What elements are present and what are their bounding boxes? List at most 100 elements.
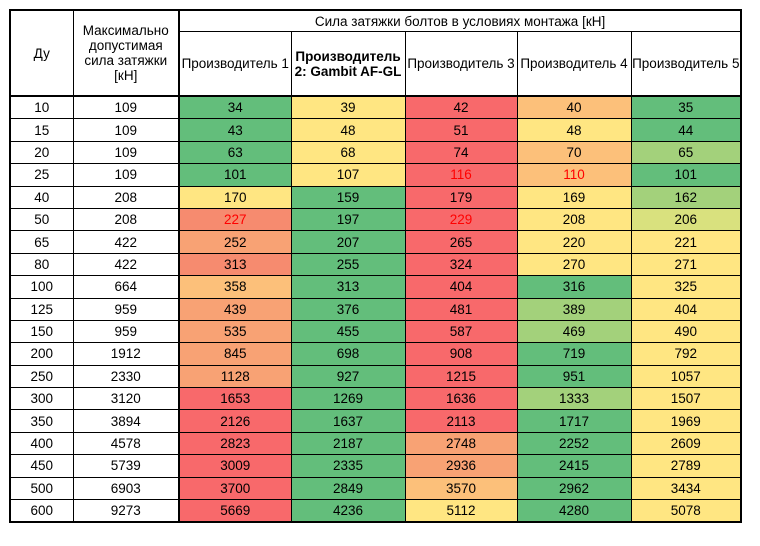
manufacturer-2-value-cell: 1269: [290, 387, 406, 411]
max-force-cell: 208: [72, 185, 180, 209]
manufacturer-4-value-cell: 1333: [516, 387, 632, 411]
manufacturer-5-value-cell: 206: [630, 207, 742, 232]
dn-cell: 50: [9, 207, 74, 232]
table-row: 400 4578 2823 2187 2748 2252 2609: [9, 431, 742, 456]
manufacturer-2-value-cell: 2335: [290, 454, 406, 478]
manufacturer-5-value-cell: 271: [630, 252, 742, 277]
table-row: 300 3120 1653 1269 1636 1333 1507: [9, 387, 742, 411]
table-row: 500 6903 3700 2849 3570 2962 3434: [9, 476, 742, 501]
dn-header: Ду: [9, 9, 74, 97]
manufacturer-3-value-cell: 481: [404, 297, 518, 321]
manufacturer-3-value-cell: 1215: [404, 364, 518, 389]
max-force-cell: 3894: [72, 409, 180, 433]
max-force-cell: 3120: [72, 387, 180, 411]
manufacturer-3-value-cell: 2936: [404, 454, 518, 478]
manufacturer-4-value-cell: 220: [516, 230, 632, 254]
dn-cell: 20: [9, 140, 74, 165]
manufacturer-4-value-cell: 2415: [516, 454, 632, 478]
dn-cell: 10: [9, 95, 74, 120]
manufacturer-5-value-cell: 35: [630, 95, 742, 120]
manufacturer-4-value-cell: 469: [516, 319, 632, 344]
dn-cell: 25: [9, 163, 74, 187]
manufacturer-2-value-cell: 2849: [290, 476, 406, 501]
manufacturer-2-value-cell: 159: [290, 185, 406, 209]
manufacturer-5-value-cell: 65: [630, 140, 742, 165]
manufacturer-5-value-cell: 2789: [630, 454, 742, 478]
dn-cell: 15: [9, 118, 74, 142]
manufacturer-4-value-cell: 2962: [516, 476, 632, 501]
manufacturer-1-value-cell: 3700: [178, 476, 292, 501]
manufacturer-4-value-cell: 951: [516, 364, 632, 389]
dn-cell: 200: [9, 342, 74, 366]
manufacturer-3-value-cell: 3570: [404, 476, 518, 501]
manufacturer-3-value-cell: 1636: [404, 387, 518, 411]
table-body: 10 109 34 39 42 40 35 15 109 43 48 51 48 44 20 109 63 68 7…: [9, 95, 742, 523]
max-force-cell: 1912: [72, 342, 180, 366]
manufacturer-3-value-cell: 5112: [404, 499, 518, 523]
table-row: 40 208 170 159 179 169 162: [9, 185, 742, 209]
manufacturer-3-value-cell: 324: [404, 252, 518, 277]
manufacturer-1-value-cell: 252: [178, 230, 292, 254]
manufacturer-2-value-cell: 455: [290, 319, 406, 344]
manufacturer-2-value-cell: 197: [290, 207, 406, 232]
manufacturer-2-value-cell: 927: [290, 364, 406, 389]
manufacturer-1-value-cell: 358: [178, 275, 292, 299]
max-force-cell: 208: [72, 207, 180, 232]
manufacturer-2-value-cell: 68: [290, 140, 406, 165]
manufacturer-2-value-cell: 255: [290, 252, 406, 277]
manufacturer-1-value-cell: 2823: [178, 431, 292, 456]
manufacturer-3-value-cell: 587: [404, 319, 518, 344]
bolt-tightening-force-table: Ду Максимально допустимая сила затяжки […: [9, 9, 743, 524]
manufacturer-5-value-cell: 2609: [630, 431, 742, 456]
manufacturer-1-value-cell: 43: [178, 118, 292, 142]
manufacturer-5-value-cell: 490: [630, 319, 742, 344]
manufacturer-5-value-cell: 5078: [630, 499, 742, 523]
table-row: 450 5739 3009 2335 2936 2415 2789: [9, 454, 742, 478]
manufacturer-1-value-cell: 1653: [178, 387, 292, 411]
max-force-header: Максимально допустимая сила затяжки [кН]: [72, 9, 180, 97]
max-force-cell: 959: [72, 297, 180, 321]
manufacturer-3-value-cell: 51: [404, 118, 518, 142]
manufacturer-4-value-cell: 719: [516, 342, 632, 366]
manufacturer-2-value-cell: 39: [290, 95, 406, 120]
manufacturer-1-value-cell: 101: [178, 163, 292, 187]
manufacturer-4-value-cell: 1717: [516, 409, 632, 433]
max-force-cell: 109: [72, 95, 180, 120]
manufacturer-1-value-cell: 63: [178, 140, 292, 165]
manufacturer-4-value-cell: 2252: [516, 431, 632, 456]
max-force-cell: 5739: [72, 454, 180, 478]
max-force-cell: 9273: [72, 499, 180, 523]
manufacturer-5-value-cell: 44: [630, 118, 742, 142]
manufacturer-2-value-cell: 313: [290, 275, 406, 299]
dn-cell: 400: [9, 431, 74, 456]
manufacturer-1-value-cell: 170: [178, 185, 292, 209]
table-row: 80 422 313 255 324 270 271: [9, 252, 742, 277]
manufacturer-4-value-cell: 316: [516, 275, 632, 299]
manufacturer-5-value-cell: 101: [630, 163, 742, 187]
manufacturer-5-value-cell: 1507: [630, 387, 742, 411]
manufacturer-5-value-cell: 3434: [630, 476, 742, 501]
manufacturer-3-value-cell: 229: [404, 207, 518, 232]
dn-cell: 150: [9, 319, 74, 344]
max-force-cell: 109: [72, 163, 180, 187]
manufacturer-2-value-cell: 107: [290, 163, 406, 187]
manufacturer-2-value-cell: 4236: [290, 499, 406, 523]
dn-cell: 250: [9, 364, 74, 389]
max-force-cell: 959: [72, 319, 180, 344]
table-row: 150 959 535 455 587 469 490: [9, 319, 742, 344]
table-row: 20 109 63 68 74 70 65: [9, 140, 742, 165]
manufacturer-4-value-cell: 48: [516, 118, 632, 142]
manufacturer-4-value-cell: 389: [516, 297, 632, 321]
dn-cell: 300: [9, 387, 74, 411]
dn-cell: 500: [9, 476, 74, 501]
manufacturer-3-value-cell: 2748: [404, 431, 518, 456]
manufacturer-1-value-cell: 1128: [178, 364, 292, 389]
manufacturer-4-value-cell: 208: [516, 207, 632, 232]
manufacturer-3-value-cell: 2113: [404, 409, 518, 433]
manufacturer-5-value-cell: 221: [630, 230, 742, 254]
dn-cell: 80: [9, 252, 74, 277]
table-row: 50 208 227 197 229 208 206: [9, 207, 742, 232]
manufacturer-2-value-cell: 376: [290, 297, 406, 321]
manufacturer-3-header: Производитель 3: [404, 31, 518, 97]
dn-cell: 350: [9, 409, 74, 433]
